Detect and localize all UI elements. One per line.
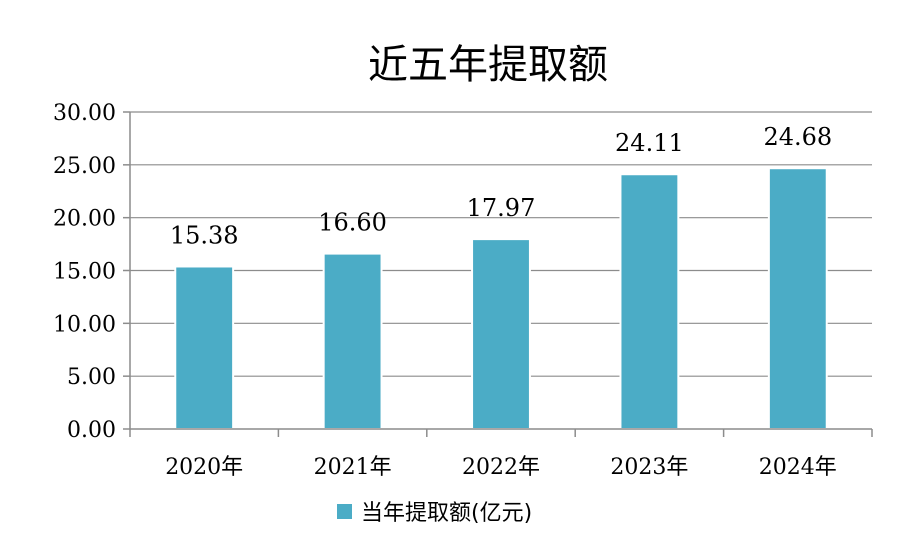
- x-tick-label: 2022年: [462, 455, 540, 480]
- bar: [619, 173, 680, 430]
- y-tick-label: 10.00: [53, 312, 116, 337]
- axes: 0.00 5.00 10.00 15.00 20.00 25.00 30.00 2020年 20…: [53, 101, 873, 480]
- legend-swatch: [337, 504, 352, 519]
- x-tick-label: 2020年: [165, 455, 243, 480]
- y-tick-label: 20.00: [53, 207, 116, 232]
- bar: [322, 252, 383, 430]
- chart-title: 近五年提取额: [368, 42, 608, 88]
- data-label: 16.60: [318, 209, 387, 237]
- data-label: 17.97: [467, 194, 536, 222]
- y-tick-label: 0.00: [67, 418, 116, 443]
- data-label: 15.38: [170, 221, 239, 249]
- data-labels: 15.38 16.60 17.97 24.11 24.68: [170, 123, 832, 249]
- y-tick-label: 30.00: [53, 101, 116, 126]
- x-tick-label: 2021年: [314, 455, 392, 480]
- bar: [471, 238, 531, 430]
- y-tick-label: 25.00: [53, 154, 116, 179]
- data-label: 24.68: [763, 123, 832, 151]
- bars: [174, 167, 828, 431]
- y-tick-label: 15.00: [53, 260, 116, 285]
- legend: 当年提取额(亿元): [337, 501, 532, 526]
- bar: [174, 265, 235, 431]
- x-tick-label: 2024年: [759, 455, 837, 480]
- y-tick-label: 5.00: [67, 365, 116, 390]
- x-tick-label: 2023年: [610, 455, 688, 480]
- bar: [767, 167, 828, 430]
- legend-label: 当年提取额(亿元): [361, 501, 532, 526]
- data-label: 24.11: [615, 129, 684, 157]
